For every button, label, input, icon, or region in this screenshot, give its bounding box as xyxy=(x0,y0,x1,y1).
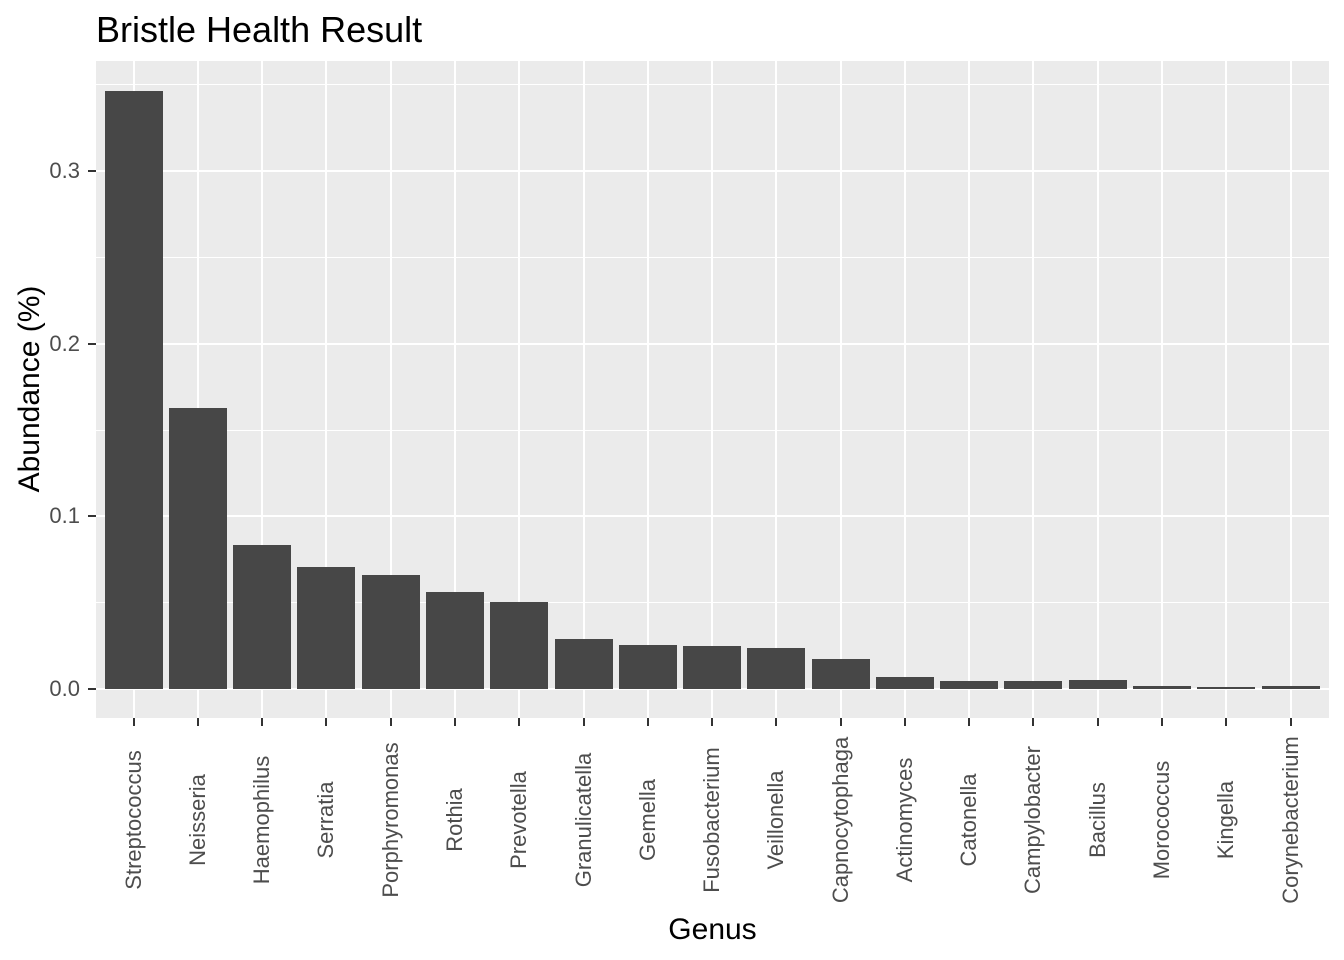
y-axis-tick-label: 0.3 xyxy=(49,158,80,184)
bar xyxy=(940,681,999,689)
y-axis-tick xyxy=(88,170,96,173)
x-axis-tick xyxy=(903,718,906,726)
gridline-major-vertical xyxy=(1161,61,1163,718)
x-axis-tick xyxy=(1032,718,1035,726)
x-axis-tick xyxy=(582,718,585,726)
x-axis-tick-label: Granulicatella xyxy=(570,752,596,888)
gridline-major-vertical xyxy=(1096,61,1099,718)
gridline-major-vertical xyxy=(1289,61,1292,718)
gridline-major-vertical xyxy=(518,61,521,718)
x-axis-tick xyxy=(1096,718,1099,726)
x-axis-tick-label: Veillonella xyxy=(763,770,789,870)
gridline-major-vertical xyxy=(389,61,392,718)
x-axis-tick-label: Fusobacterium xyxy=(699,747,724,893)
x-axis-tick xyxy=(711,718,713,726)
bar xyxy=(1197,686,1256,689)
bar xyxy=(683,645,741,689)
gridline-major-vertical xyxy=(968,61,971,718)
x-axis-tick-label: Bacillus xyxy=(1084,782,1110,858)
gridline-major-vertical xyxy=(775,61,778,718)
bar xyxy=(875,677,934,689)
x-axis-tick-label: Kingella xyxy=(1213,780,1239,860)
x-axis-tick-label: Porphyromonas xyxy=(377,742,403,898)
gridline-major-vertical xyxy=(196,61,199,718)
bar xyxy=(361,575,420,689)
x-axis-tick-label: Prevotella xyxy=(506,771,532,869)
gridline-major-vertical xyxy=(325,61,328,718)
gridline-major-vertical xyxy=(1225,61,1228,718)
x-axis-tick-label: Neisseria xyxy=(184,774,210,866)
y-axis-tick-label: 0.2 xyxy=(49,330,80,356)
bar xyxy=(747,647,806,689)
y-axis-tick-label: 0.1 xyxy=(49,503,80,529)
bar xyxy=(233,544,292,689)
bar xyxy=(1004,681,1063,689)
x-axis-tick-label: Morococcus xyxy=(1149,760,1174,880)
x-axis-tick-label: Catonella xyxy=(956,773,982,867)
x-axis-tick-label: Rothia xyxy=(441,788,467,852)
x-axis-tick xyxy=(518,718,521,726)
y-axis-title: Abundance (%) xyxy=(13,285,46,493)
bar xyxy=(618,645,677,689)
x-axis-tick-label: Corynebacterium xyxy=(1277,736,1303,904)
x-axis-tick xyxy=(261,718,264,726)
bar xyxy=(490,601,549,689)
bar xyxy=(1133,686,1191,689)
x-axis-tick xyxy=(453,718,456,726)
gridline-major-vertical xyxy=(839,61,842,718)
gridline-major-vertical xyxy=(903,61,906,718)
x-axis-tick xyxy=(132,718,135,726)
bar xyxy=(425,592,484,689)
x-axis-tick-label: Gemella xyxy=(634,779,660,861)
y-axis-tick xyxy=(88,688,96,690)
x-axis-tick-label: Haemophilus xyxy=(249,755,275,885)
x-axis-tick-label: Campylobacter xyxy=(1020,746,1046,894)
x-axis-tick xyxy=(1225,718,1228,726)
gridline-major-vertical xyxy=(582,61,585,718)
x-axis-tick xyxy=(1289,718,1292,726)
x-axis-tick xyxy=(775,718,778,726)
bar xyxy=(297,567,356,689)
y-axis-tick xyxy=(88,515,96,518)
gridline-major-vertical xyxy=(453,61,456,718)
x-axis-title: Genus xyxy=(668,913,757,946)
bar xyxy=(1068,680,1127,689)
bar xyxy=(104,90,163,689)
gridline-major-vertical xyxy=(261,61,264,718)
bar xyxy=(811,659,870,689)
gridline-major-vertical xyxy=(711,61,713,718)
x-axis-tick-label: Serratia xyxy=(313,781,339,859)
bar xyxy=(1261,686,1320,689)
x-axis-tick xyxy=(839,718,842,726)
x-axis-tick-label: Streptococcus xyxy=(120,750,146,890)
x-axis-tick xyxy=(196,718,199,726)
y-axis-tick-label: 0.0 xyxy=(49,676,80,701)
bar xyxy=(168,408,227,689)
plot-panel xyxy=(96,61,1329,718)
gridline-major-vertical xyxy=(646,61,649,718)
x-axis-tick xyxy=(325,718,328,726)
gridline-major-vertical xyxy=(1032,61,1035,718)
x-axis-tick xyxy=(968,718,971,726)
y-axis-tick xyxy=(88,342,96,345)
x-axis-tick xyxy=(646,718,649,726)
x-axis-tick xyxy=(1161,718,1163,726)
x-axis-tick-label: Actinomyces xyxy=(891,757,917,883)
x-axis-tick xyxy=(389,718,392,726)
chart-title: Bristle Health Result xyxy=(96,9,423,50)
x-axis-tick-label: Capnocytophaga xyxy=(827,736,853,904)
bar xyxy=(554,638,613,689)
